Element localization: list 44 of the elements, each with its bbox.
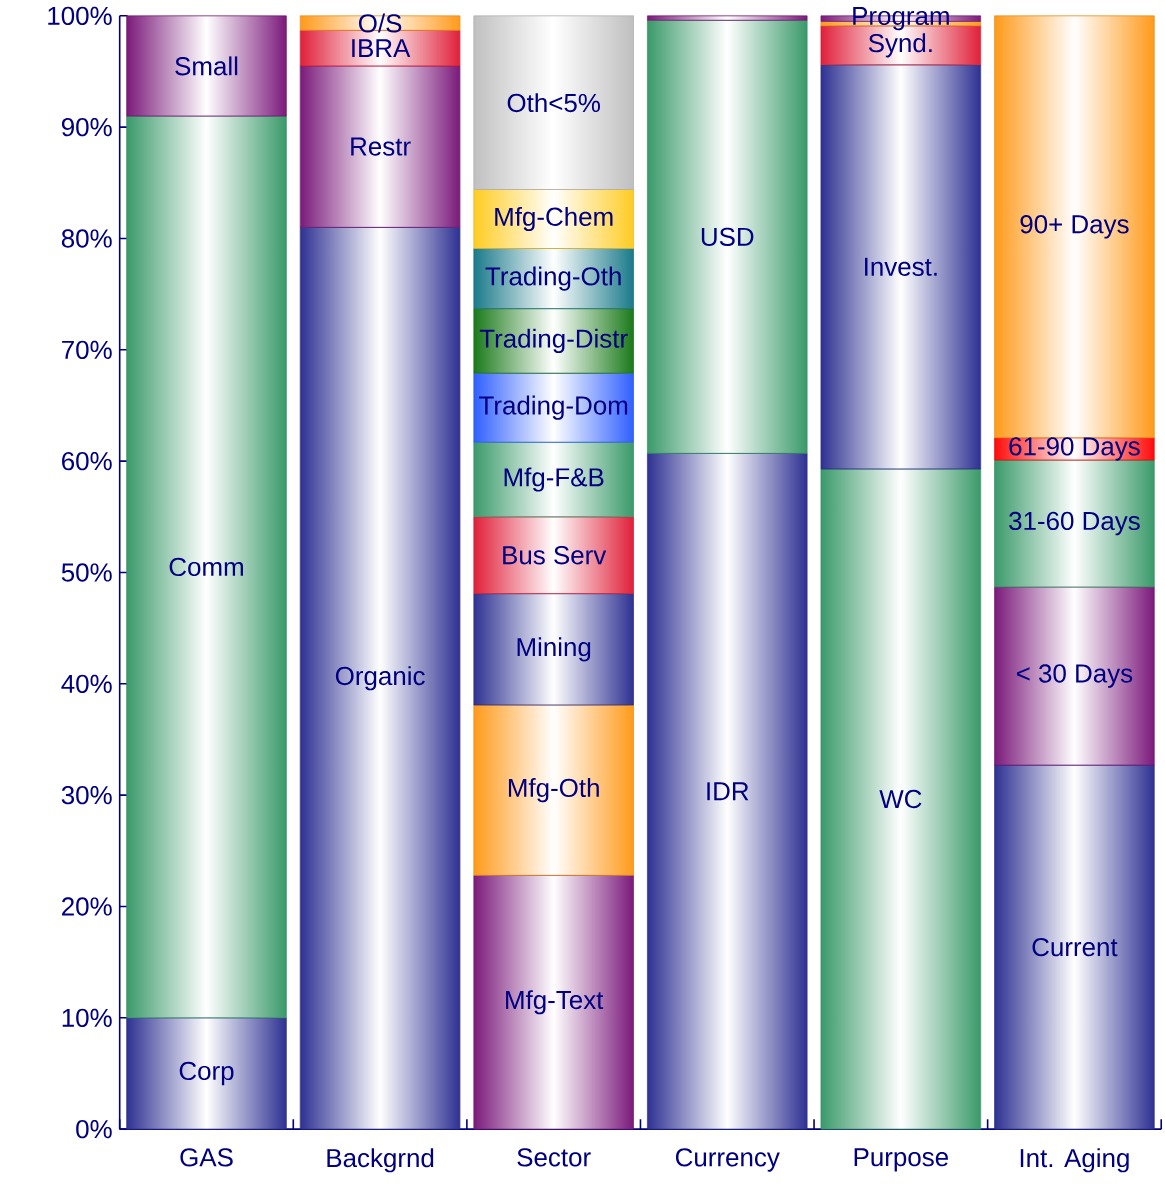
- series-label: Current: [1032, 937, 1118, 957]
- y-tick-label: 100%: [48, 6, 112, 25]
- series-label: Invest.: [864, 257, 937, 276]
- series-label: 90+ Days: [1020, 215, 1129, 239]
- x-tick-label: Currency: [675, 1148, 780, 1172]
- series-label: Restr: [351, 137, 411, 156]
- series-label: Synd.: [868, 33, 932, 58]
- series-label: WC: [879, 789, 922, 809]
- series-label: Mining: [517, 637, 591, 662]
- series-label: Mfg-Text: [505, 990, 604, 1015]
- x-tick-label: GAS: [180, 1148, 233, 1167]
- series-label: 31-60 Days: [1009, 511, 1140, 536]
- x-tick-label: Purpose: [854, 1148, 948, 1172]
- series-label: Organic: [335, 666, 425, 691]
- y-tick-label: 90%: [61, 117, 112, 137]
- y-tick-label: 60%: [61, 451, 112, 471]
- series-label: Small: [175, 56, 238, 76]
- y-tick-label: 80%: [61, 229, 112, 248]
- x-tick-label: Int. Aging: [1020, 1148, 1129, 1173]
- y-tick-label: 20%: [61, 897, 112, 916]
- y-tick-label: 10%: [62, 1008, 112, 1027]
- x-tick-label: Backgrnd: [327, 1148, 434, 1173]
- series-label: Mfg-Oth: [508, 778, 599, 803]
- series-label: O/S: [358, 13, 402, 33]
- series-label: USD: [701, 227, 754, 246]
- series-label: Comm: [169, 557, 243, 577]
- x-tick-label: Sector: [517, 1148, 591, 1167]
- series-label: Trading-Dom: [478, 395, 628, 420]
- series-label: Corp: [179, 1061, 234, 1086]
- y-tick-label: 40%: [61, 674, 112, 693]
- y-tick-label: 50%: [61, 563, 112, 582]
- series-label: IBRA: [352, 39, 411, 58]
- series-label: Oth<5%: [507, 93, 600, 113]
- series-label: IDR: [707, 782, 749, 801]
- y-tick-label: 0%: [76, 1119, 112, 1139]
- series-label: Bus Serv: [503, 546, 607, 565]
- series-label: Trading-Oth: [485, 266, 621, 291]
- series-label: Mfg-F&B: [504, 467, 604, 492]
- y-tick-label: 70%: [62, 340, 112, 359]
- series-label: < 30 Days: [1016, 664, 1133, 688]
- y-tick-label: 30%: [61, 785, 112, 805]
- series-label: 61-90 Days: [1009, 437, 1140, 461]
- series-label: Mfg-Chem: [495, 206, 613, 232]
- series-label: Trading-Distr: [479, 328, 628, 353]
